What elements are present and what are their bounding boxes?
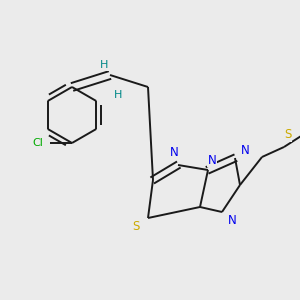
Text: N: N [241,143,249,157]
Text: Cl: Cl [33,138,44,148]
Text: N: N [208,154,216,166]
Text: N: N [228,214,236,226]
Text: N: N [169,146,178,160]
Text: H: H [100,60,108,70]
Text: H: H [114,90,122,100]
Text: S: S [132,220,140,232]
Text: S: S [284,128,292,142]
